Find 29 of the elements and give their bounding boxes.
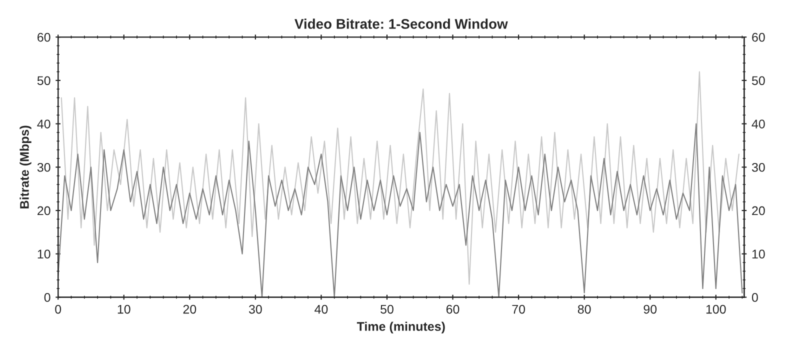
x-tick-label: 90 <box>644 304 657 314</box>
y-axis-title: Bitrate (Mbps) <box>20 126 32 208</box>
chart-title: Video Bitrate: 1-Second Window <box>294 18 508 29</box>
y2-tick-label: 30 <box>752 162 765 172</box>
y-tick-label: 60 <box>38 32 50 42</box>
x-tick-label: 80 <box>578 304 591 314</box>
x-tick-label: 70 <box>512 304 526 314</box>
y-tick-label: 10 <box>38 250 50 259</box>
y-tick-label: 30 <box>37 162 50 172</box>
line-series <box>60 71 740 285</box>
x-tick-label: 60 <box>446 304 460 314</box>
x-tick-label: 20 <box>183 304 196 314</box>
x-tick-label: 10 <box>118 304 130 314</box>
x-tick-label: 50 <box>380 304 394 314</box>
x-tick-label: 40 <box>314 304 328 314</box>
y2-tick-label: 40 <box>752 120 765 128</box>
x-axis-title: Time (minutes) <box>356 322 445 334</box>
y2-tick-label: 0 <box>752 293 758 302</box>
y-tick-label: 20 <box>38 206 50 216</box>
y2-tick-label: 60 <box>752 32 765 42</box>
y-tick-label: 0 <box>44 293 50 302</box>
y2-tick-label: 50 <box>752 76 765 86</box>
y-tick-label: 40 <box>37 120 50 128</box>
x-tick-label: 30 <box>248 304 262 314</box>
x-tick-label: 100 <box>706 304 726 314</box>
x-tick-label: 0 <box>55 304 62 314</box>
y-tick-label: 50 <box>37 76 50 86</box>
y2-tick-label: 20 <box>752 206 765 216</box>
y2-tick-label: 10 <box>752 250 765 259</box>
